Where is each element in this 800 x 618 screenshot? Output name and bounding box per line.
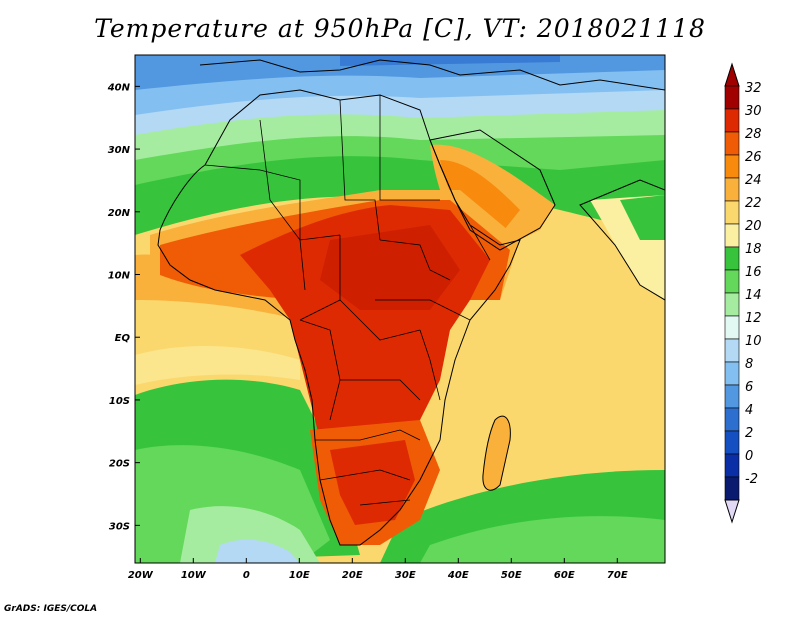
colorbar-swatch	[724, 200, 740, 225]
colorbar-swatch	[724, 154, 740, 179]
south-cool-zone-4	[215, 539, 300, 563]
plot-frame	[134, 54, 666, 564]
colorbar-swatch	[724, 223, 740, 248]
colorbar-swatch	[724, 453, 740, 478]
coastlines	[157, 59, 665, 546]
lat-tick-label: 10N	[108, 271, 131, 282]
colorbar-swatch	[724, 384, 740, 409]
north-deep-blue	[340, 55, 560, 66]
lat-tick-label: 30S	[109, 521, 130, 532]
colorbar-swatch	[724, 108, 740, 133]
lat-tick-label: 20N	[108, 208, 131, 219]
colorbar-label: 20	[745, 219, 762, 234]
colorbar-label: 0	[745, 449, 753, 464]
lon-tick-label: 70E	[607, 570, 628, 581]
arabia-hot	[440, 160, 520, 235]
colorbar-bottom-cap	[724, 499, 740, 524]
lat-tick-label: 10S	[109, 396, 130, 407]
colorbar-swatch	[724, 269, 740, 294]
lat-tick-label: 40N	[107, 82, 131, 93]
colorbar-label: 32	[745, 81, 762, 96]
india-green	[620, 195, 665, 240]
map-field	[135, 55, 665, 563]
lon-tick-label: 60E	[554, 570, 575, 581]
colorbar-label: 16	[745, 265, 762, 280]
colorbar-swatch	[724, 85, 740, 110]
colorbar-label: 12	[745, 311, 762, 326]
colorbar-swatch	[724, 338, 740, 363]
colorbar-label: 8	[745, 357, 753, 372]
colorbar-label: 6	[745, 380, 753, 395]
southern-africa-hot	[330, 440, 415, 525]
map-axes: 20W 10W 0 10E 20E 30E 40E 50E 60E 70E 40N 30N 20N 10N…	[107, 82, 628, 581]
colorbar-swatch	[724, 246, 740, 271]
equatorial-atlantic-mid	[135, 345, 300, 385]
country-borders	[204, 95, 491, 506]
south-cool-zone-3	[180, 506, 320, 563]
colorbar-label: -2	[745, 472, 758, 487]
lon-tick-label: 20W	[128, 570, 154, 581]
lon-tick-label: 30E	[395, 570, 416, 581]
colorbar-label: 24	[745, 173, 762, 188]
colorbar-swatch	[724, 177, 740, 202]
lon-tick-label: 20E	[342, 570, 363, 581]
colorbar-swatch	[724, 476, 740, 501]
central-africa-core	[320, 225, 460, 310]
colorbar-swatch	[724, 430, 740, 455]
colorbar-label: 22	[745, 196, 762, 211]
lon-tick-label: 40E	[447, 570, 469, 581]
colorbar-label: 26	[745, 150, 762, 165]
credit-text: GrADS: IGES/COLA	[4, 604, 98, 614]
colorbar-top-cap	[724, 62, 740, 87]
colorbar-label: 2	[745, 426, 753, 441]
lon-tick-label: 10E	[289, 570, 310, 581]
colorbar-label: 14	[745, 288, 762, 303]
north-dark-blue	[135, 55, 665, 90]
colorbar-swatch	[724, 131, 740, 156]
south-indian-cool-zone-2	[420, 516, 665, 563]
lat-tick-label: 30N	[108, 145, 131, 156]
colorbar-label: 30	[745, 104, 762, 119]
colorbar-swatch	[724, 407, 740, 432]
colorbar-swatch	[724, 292, 740, 317]
lat-tick-label: 20S	[109, 459, 130, 470]
lat-tick-label: EQ	[115, 333, 131, 344]
colorbar-label: 18	[745, 242, 762, 257]
colorbar-label: 28	[745, 127, 762, 142]
colorbar-label: 10	[745, 334, 762, 349]
colorbar-swatch	[724, 361, 740, 386]
lon-tick-label: 0	[243, 570, 250, 581]
colorbar-swatch	[724, 315, 740, 340]
lon-tick-label: 10W	[181, 570, 207, 581]
lon-tick-label: 50E	[501, 570, 522, 581]
colorbar-label: 4	[745, 403, 753, 418]
map-title: Temperature at 950hPa [C], VT: 201802111…	[94, 14, 706, 43]
